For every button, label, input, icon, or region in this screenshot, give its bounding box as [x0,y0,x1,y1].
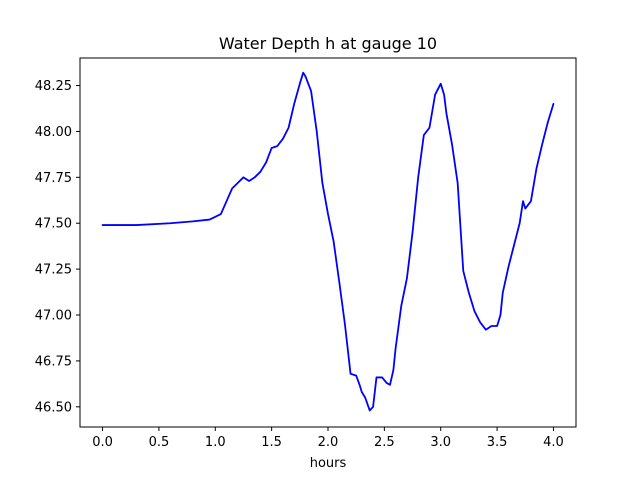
x-tick-label: 3.5 [487,435,508,450]
x-tick-label: 4.0 [543,435,564,450]
axes: 0.0 0.5 1.0 1.5 2.0 2.5 3.0 3.5 4.0 46.50 46.75 47.… [35,57,577,450]
y-tick-label: 48.25 [35,79,72,94]
y-tick-label: 47.50 [35,217,72,232]
x-tick-label: 1.0 [205,435,226,450]
y-tick-label: 46.75 [35,354,72,369]
series-line-0 [101,71,555,412]
x-tick-label: 0.5 [149,435,170,450]
x-tick-label: 2.5 [374,435,395,450]
x-tick-label: 3.0 [430,435,451,450]
y-tick-label: 47.25 [35,263,72,278]
x-tick-label: 2.0 [318,435,339,450]
plot-area [101,71,555,412]
x-tick-label: 0.0 [92,435,113,450]
y-tick-label: 46.50 [35,400,72,415]
x-axis-label: hours [310,456,347,471]
y-tick-label: 47.00 [35,309,72,324]
y-tick-label: 48.00 [35,125,72,140]
y-tick-label: 47.75 [35,171,72,186]
x-tick-label: 1.5 [261,435,282,450]
chart-title: Water Depth h at gauge 10 [219,34,437,53]
